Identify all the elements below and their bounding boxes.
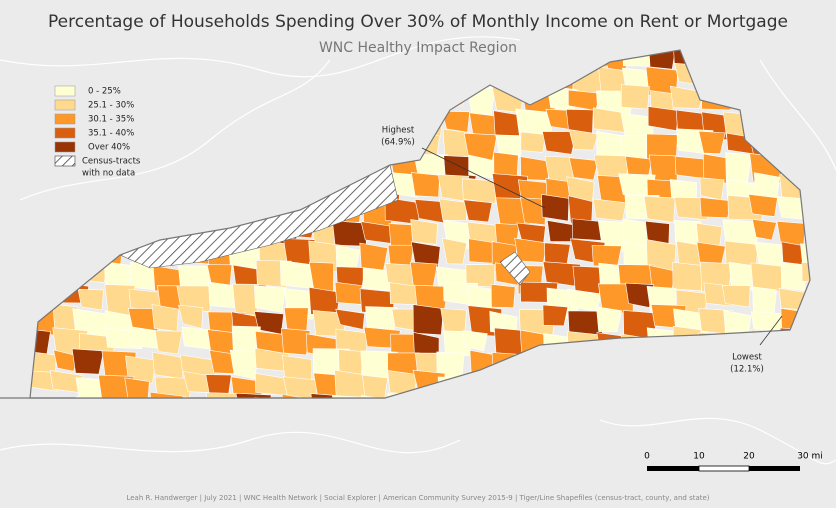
annotation-value: (12.1%) (730, 365, 764, 375)
tract (359, 242, 389, 271)
tract (279, 260, 314, 289)
tract (334, 369, 372, 398)
legend-swatch (54, 113, 76, 125)
tract (154, 330, 183, 355)
tract (229, 349, 259, 380)
tract (541, 193, 570, 222)
tract (149, 391, 186, 398)
tract (780, 261, 806, 291)
scale-bar: 0 10 20 30 mi (644, 452, 823, 472)
tract (801, 261, 810, 283)
tract (620, 84, 650, 110)
legend-swatch (54, 141, 76, 153)
tract (176, 285, 214, 312)
tract (206, 392, 245, 398)
legend-label: with no data (82, 169, 135, 179)
tract (310, 393, 338, 398)
scale-segment (647, 466, 699, 471)
scale-label: 30 mi (797, 452, 823, 462)
tract (71, 348, 105, 375)
title: Percentage of Households Spending Over 3… (48, 12, 788, 32)
tract (520, 131, 547, 153)
subtitle: WNC Healthy Impact Region (319, 40, 517, 56)
tract (591, 245, 622, 267)
tract (253, 285, 286, 313)
legend-swatch (54, 155, 76, 167)
annotation-label: Highest (382, 126, 415, 136)
tract (670, 85, 705, 109)
tract (596, 306, 623, 332)
tract (592, 198, 627, 222)
tract (462, 330, 488, 352)
tract (721, 285, 751, 308)
tract (178, 304, 204, 329)
tract (53, 349, 79, 372)
tract (572, 265, 602, 295)
tract (439, 198, 468, 221)
tract (235, 392, 272, 398)
scale-label: 20 (743, 452, 755, 462)
tract (362, 374, 388, 398)
background-roads (0, 36, 836, 465)
tract (281, 328, 311, 356)
tract (520, 197, 546, 226)
tract (490, 284, 516, 308)
no-data-area (499, 251, 531, 286)
tract (410, 172, 441, 198)
legend-swatch (54, 85, 76, 97)
tract (410, 219, 438, 245)
annotation-label: Lowest (732, 353, 762, 363)
tract (77, 289, 104, 311)
credits: Leah R. Handwerger | July 2021 | WNC Hea… (126, 494, 709, 502)
tract (335, 308, 365, 330)
scale-segment (749, 466, 800, 471)
legend-label: Census-tracts (82, 157, 141, 167)
tract (748, 194, 778, 217)
legend-label: 30.1 - 35% (88, 115, 134, 125)
tract (468, 154, 495, 178)
tract (752, 218, 777, 241)
legend-swatch (54, 127, 76, 139)
scale-label: 10 (693, 452, 705, 462)
tract (725, 152, 753, 183)
tract (462, 178, 498, 204)
legend-label: Over 40% (88, 143, 130, 153)
tract (151, 304, 179, 332)
tract (568, 157, 599, 181)
legend-label: 35.1 - 40% (88, 129, 134, 139)
tract (643, 195, 676, 223)
tract (409, 261, 438, 287)
legend-swatch (54, 99, 76, 111)
tract (334, 281, 362, 305)
annotation-line (759, 315, 783, 346)
scale-segment (698, 465, 750, 472)
legend-label: 0 - 25% (88, 87, 121, 97)
tract (625, 282, 655, 308)
tract (672, 261, 705, 292)
scale-label: 0 (644, 452, 650, 462)
legend-label: 25.1 - 30% (88, 101, 134, 111)
annotation-value: (64.9%) (381, 138, 415, 148)
tract (542, 304, 569, 327)
tract (124, 377, 150, 398)
annotation-line (421, 147, 546, 209)
tract (331, 395, 364, 398)
tract (463, 199, 493, 223)
tract (412, 304, 444, 336)
tract (568, 129, 599, 151)
legend: 0 - 25% 25.1 - 30% 30.1 - 35% 35.1 - 40% Ove… (54, 85, 141, 179)
tract (698, 130, 726, 154)
tract (441, 237, 468, 265)
tract (699, 197, 732, 218)
region-outline (29, 49, 811, 399)
tract (542, 131, 577, 155)
